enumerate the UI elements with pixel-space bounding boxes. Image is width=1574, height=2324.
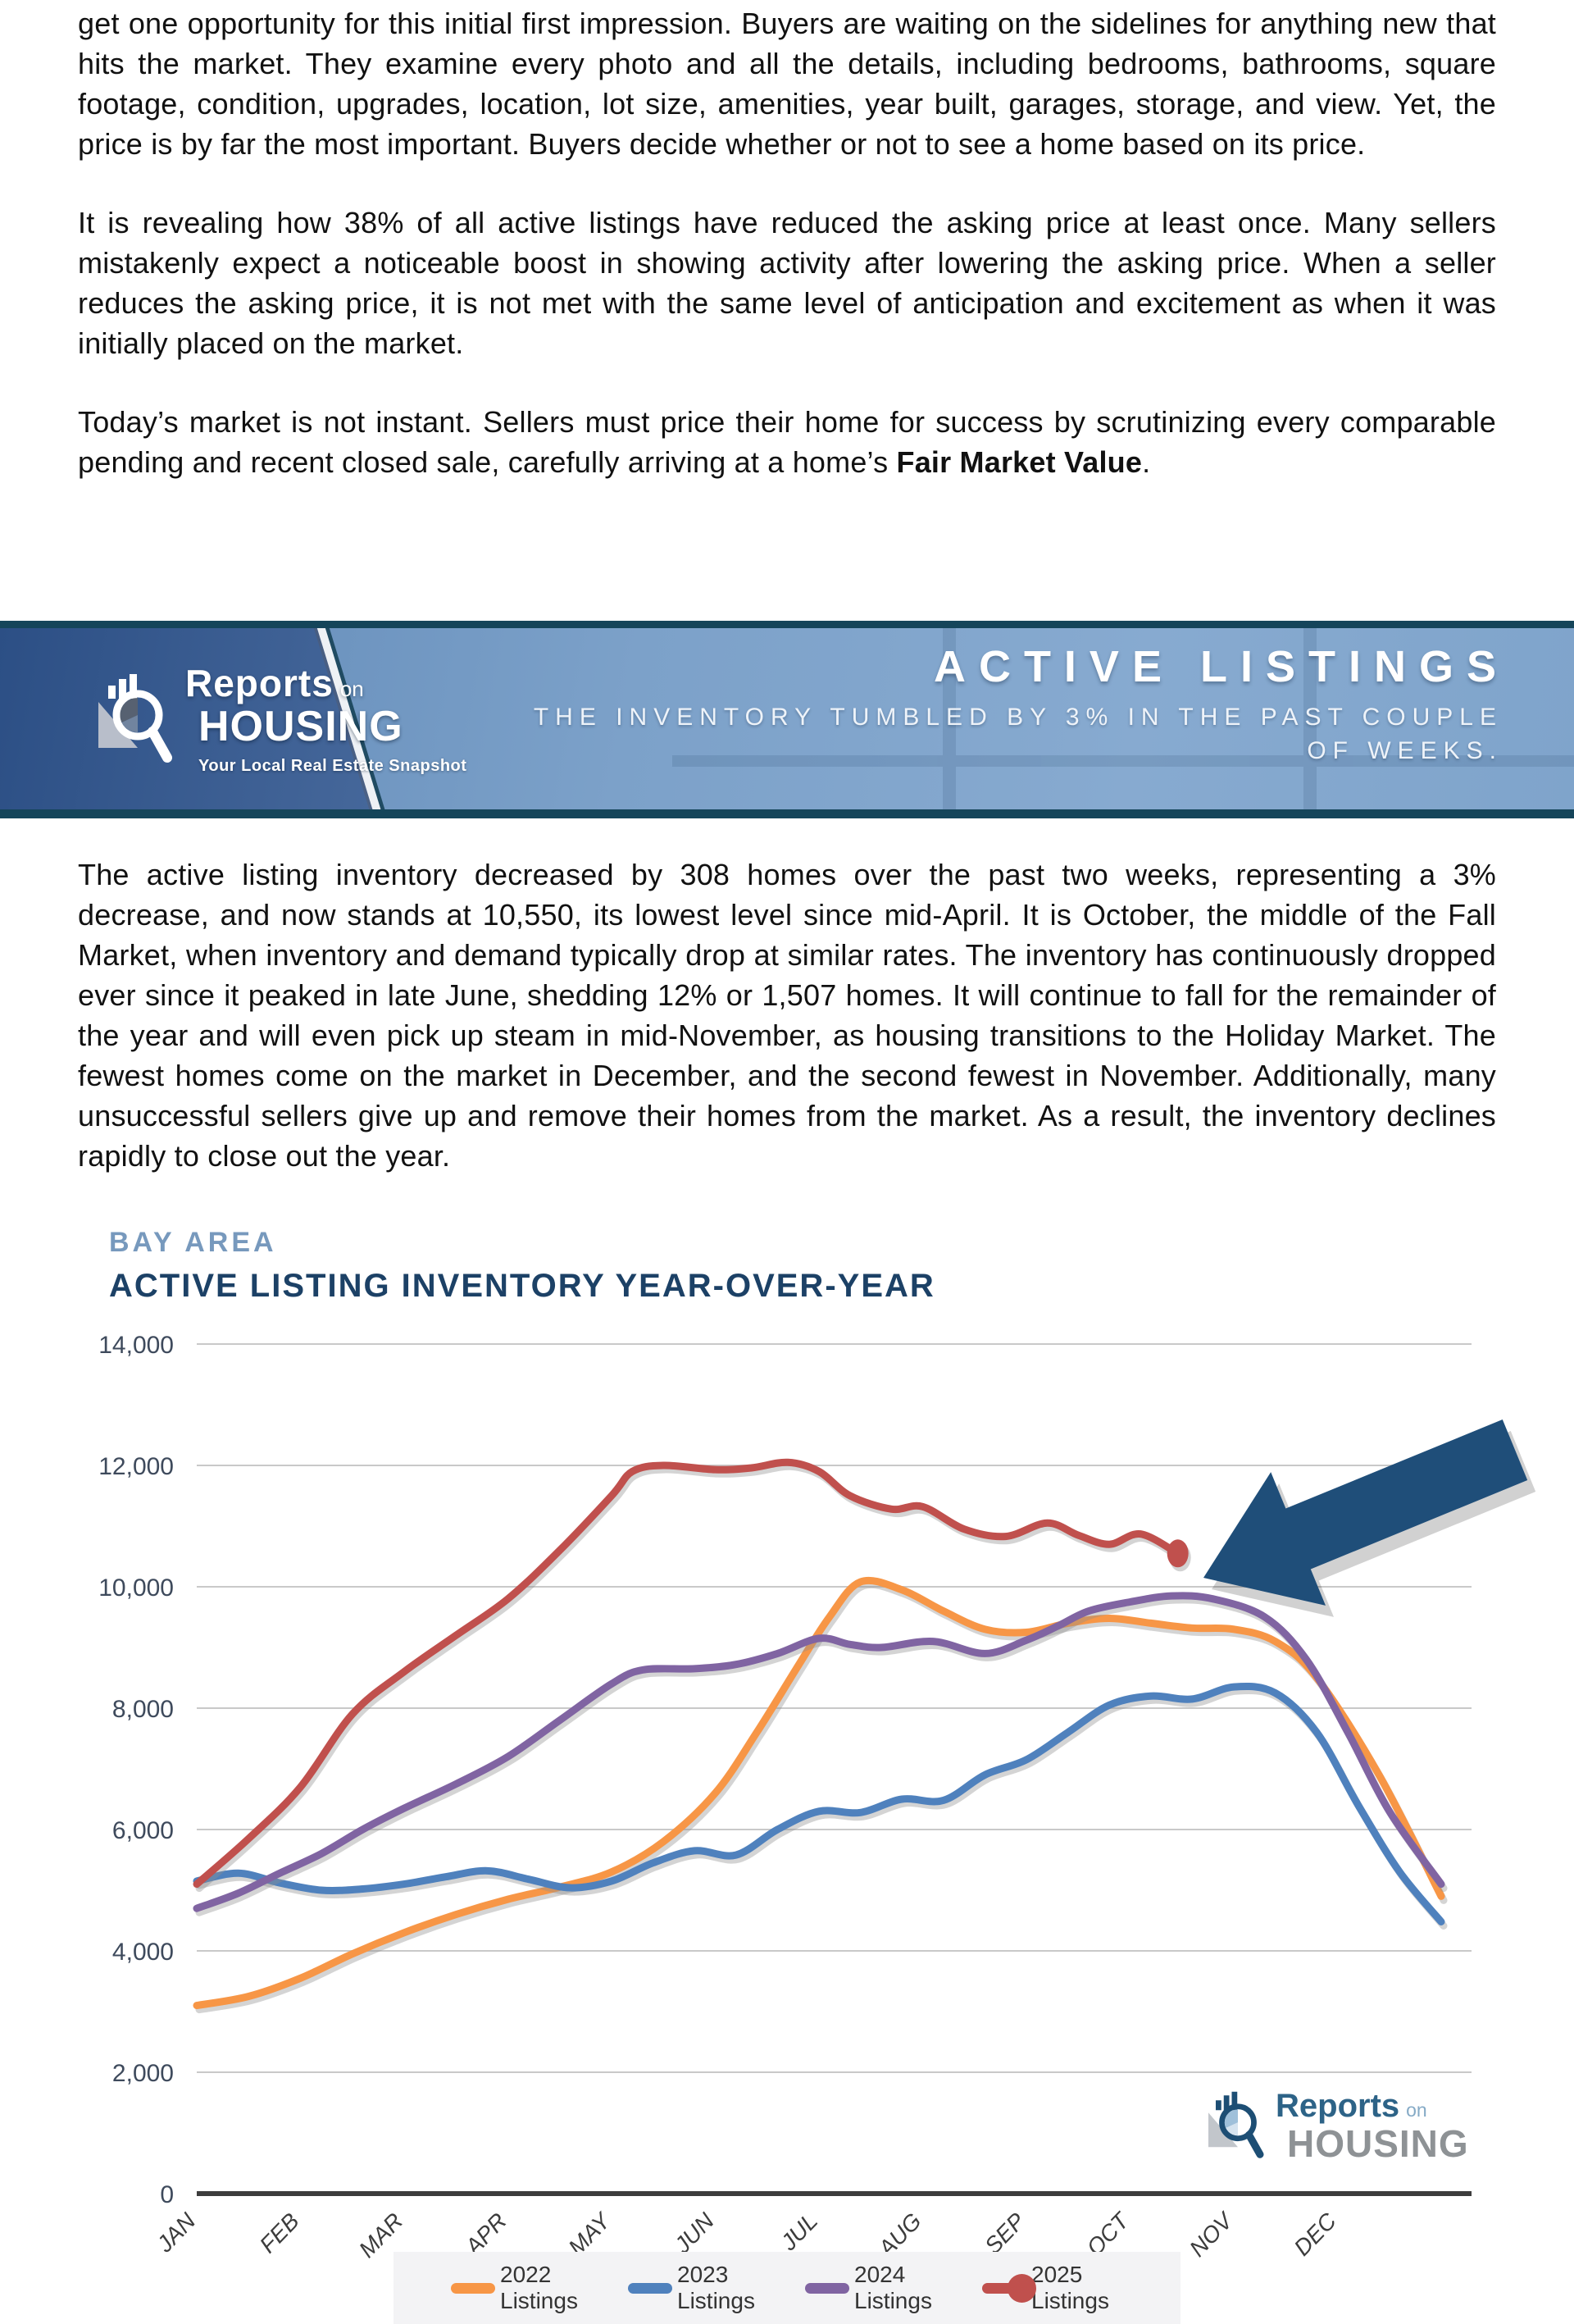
series-line-2024 xyxy=(193,1592,1445,1912)
chart-y-axis-labels: 0 2,000 4,000 6,000 8,000 10,000 12,000 14,000 xyxy=(98,1332,174,2208)
logo-reports-text: Reports xyxy=(1276,2087,1400,2124)
banner-titles: ACTIVE LISTINGS THE INVENTORY TUMBLED BY… xyxy=(511,641,1496,768)
y-tick-label: 10,000 xyxy=(98,1574,174,1602)
series-line-2023 xyxy=(193,1682,1445,1925)
legend-swatch xyxy=(982,2273,1036,2303)
chart-gridlines xyxy=(197,1343,1472,2196)
active-listing-inventory-chart: 02,0004,0006,0008,00010,00012,00014,000 … xyxy=(98,1332,1536,2262)
x-tick-label-dec: DEC xyxy=(1289,2208,1341,2261)
paragraph-period: . xyxy=(1142,445,1151,479)
magnifier-chart-icon xyxy=(1208,2091,1264,2158)
active-listings-banner: Reports on HOUSING Your Local Real Estat… xyxy=(0,621,1574,818)
banner-background: Reports on HOUSING Your Local Real Estat… xyxy=(0,628,1574,809)
paragraph-inventory-analysis: The active listing inventory decreased b… xyxy=(78,858,1496,1173)
paragraph-fair-market-value: Today’s market is not instant. Sellers m… xyxy=(78,402,1496,482)
chart-arrow-annotation xyxy=(1203,1419,1536,1617)
logo-on-text: on xyxy=(1406,2098,1427,2121)
y-tick-label: 0 xyxy=(160,2181,174,2208)
line-shadow xyxy=(195,1596,1448,1916)
chart-series-lines xyxy=(193,1458,1448,2014)
legend-label: 2025 Listings xyxy=(1031,2262,1109,2313)
chart-region-label: BAY AREA xyxy=(109,1227,277,1258)
legend-label: 2024 Listings xyxy=(854,2262,932,2313)
legend-swatch xyxy=(628,2282,672,2294)
logo-housing-text: HOUSING xyxy=(1287,2121,1469,2165)
paragraph-first-impression: get one opportunity for this initial fir… xyxy=(78,7,1496,161)
y-tick-label: 8,000 xyxy=(112,1696,174,1723)
legend-swatch xyxy=(451,2282,495,2294)
x-tick-label-nov: NOV xyxy=(1185,2207,1239,2262)
fair-market-value-bold: Fair Market Value xyxy=(896,445,1143,479)
arrow-icon xyxy=(1203,1419,1528,1606)
legend-item-2022: 2022 Listings xyxy=(451,2262,592,2314)
legend-swatch xyxy=(805,2282,849,2294)
x-tick-label-jul: JUL xyxy=(776,2208,823,2256)
y-tick-label: 2,000 xyxy=(112,2060,174,2087)
magnifier-chart-icon xyxy=(98,673,172,763)
banner-subtitle: THE INVENTORY TUMBLED BY 3% IN THE PAST … xyxy=(533,704,1503,764)
intro-text-block: get one opportunity for this initial fir… xyxy=(78,3,1496,521)
logo-on-text: on xyxy=(339,676,364,701)
line-shadow xyxy=(195,1462,1185,1893)
logo-reports-text: Reports xyxy=(185,661,334,704)
banner-left-panel xyxy=(0,628,375,809)
x-tick-label-jan: JAN xyxy=(152,2208,201,2258)
legend-item-2025: 2025 Listings xyxy=(982,2262,1123,2314)
y-tick-label: 4,000 xyxy=(112,1939,174,1966)
series-line-2025 xyxy=(193,1458,1182,1889)
paragraph-text: Today’s market is not instant. Sellers m… xyxy=(78,405,1496,479)
reports-on-housing-logo-small: Reports on HOUSING xyxy=(1203,2088,1469,2163)
series-end-dot-2025 xyxy=(1167,1539,1189,1568)
legend-item-2023: 2023 Listings xyxy=(628,2262,769,2314)
reports-on-housing-logo: Reports on HOUSING Your Local Real Estat… xyxy=(92,664,466,774)
legend-item-2024: 2024 Listings xyxy=(805,2262,946,2314)
chart-title: ACTIVE LISTING INVENTORY YEAR-OVER-YEAR xyxy=(109,1268,935,1304)
paragraph-price-reductions: It is revealing how 38% of all active li… xyxy=(78,206,1496,360)
x-tick-label-feb: FEB xyxy=(255,2208,304,2258)
banner-title: ACTIVE LISTINGS xyxy=(933,642,1509,691)
line-shadow xyxy=(195,1580,1448,2014)
logo-housing-text: HOUSING xyxy=(198,702,403,750)
y-tick-label: 6,000 xyxy=(112,1817,174,1844)
inventory-text-block: The active listing inventory decreased b… xyxy=(78,854,1496,1214)
logo-tagline: Your Local Real Estate Snapshot xyxy=(198,756,467,775)
legend-label: 2023 Listings xyxy=(677,2262,755,2313)
y-tick-label: 12,000 xyxy=(98,1453,174,1480)
series-line-2022 xyxy=(193,1576,1445,2010)
x-tick-label-jun: JUN xyxy=(669,2208,719,2258)
legend-label: 2022 Listings xyxy=(500,2262,578,2313)
chart-legend: 2022 Listings 2023 Listings 2024 Listings 2… xyxy=(394,2252,1180,2324)
legend-end-dot xyxy=(1008,2273,1036,2303)
y-tick-label: 14,000 xyxy=(98,1332,174,1359)
